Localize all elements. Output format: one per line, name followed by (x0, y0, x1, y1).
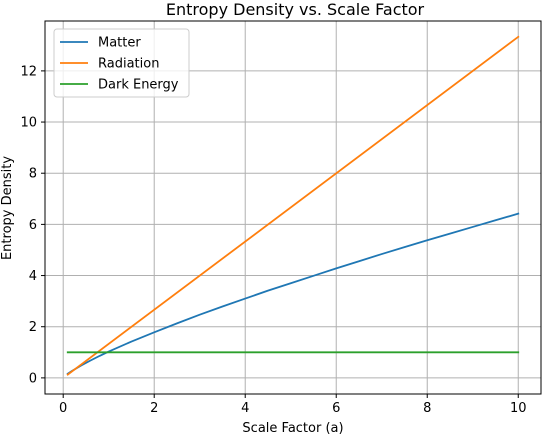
ticks: 0 2 4 6 8 10 0 2 4 6 8 10 12 (20, 64, 526, 416)
y-tick-label: 12 (20, 64, 37, 79)
legend-box (53, 28, 190, 98)
x-tick-label: 4 (241, 401, 249, 416)
plot-frame (44, 20, 542, 395)
x-tick-label: 2 (150, 401, 158, 416)
y-tick-label: 4 (29, 269, 37, 284)
y-tick-label: 10 (20, 116, 37, 131)
x-tick-label: 6 (332, 401, 340, 416)
legend-label-matter: Matter (98, 36, 141, 51)
x-tick-label: 10 (510, 401, 527, 416)
y-tick-label: 0 (29, 371, 37, 386)
legend-label-radiation: Radiation (98, 57, 159, 72)
grid (45, 21, 541, 394)
series-line-matter (66, 212, 520, 376)
chart-title: Entropy Density vs. Scale Factor (166, 0, 425, 19)
y-tick-label: 2 (29, 320, 37, 335)
y-tick-label: 6 (29, 218, 37, 233)
legend: Matter Radiation Dark Energy (53, 28, 190, 98)
x-tick-label: 8 (423, 401, 431, 416)
x-tick-label: 0 (59, 401, 67, 416)
y-axis-label: Entropy Density (0, 156, 15, 260)
legend-label-dark-energy: Dark Energy (98, 78, 179, 93)
series-layer (66, 35, 520, 376)
series-line-radiation (66, 35, 520, 376)
y-tick-label: 8 (29, 167, 37, 182)
x-axis-label: Scale Factor (a) (242, 421, 343, 435)
